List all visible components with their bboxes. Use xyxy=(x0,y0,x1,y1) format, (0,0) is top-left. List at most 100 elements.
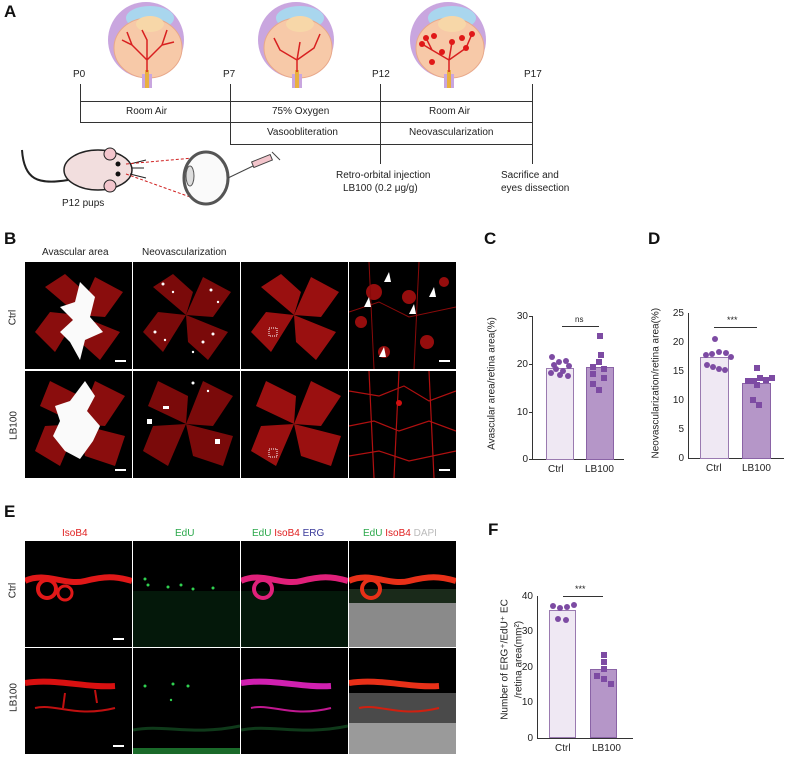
ytick-label: 20 xyxy=(516,359,528,370)
timeline-tick-p0 xyxy=(80,84,81,122)
timeline-tick-p12 xyxy=(380,84,381,164)
data-point xyxy=(566,363,572,369)
data-point xyxy=(601,659,607,665)
x-axis xyxy=(537,738,633,739)
data-point xyxy=(565,373,571,379)
ytick-label: 30 xyxy=(521,626,533,637)
image-ctrl-neovascularization xyxy=(133,262,240,369)
eye-illustration-p12 xyxy=(410,2,486,88)
ytick-label: 10 xyxy=(672,395,684,406)
scale-bar xyxy=(113,638,124,640)
data-point xyxy=(716,366,722,372)
bar-ctrl xyxy=(549,610,576,738)
ytick-label: 15 xyxy=(672,366,684,377)
data-point xyxy=(571,602,577,608)
sacrifice-label-line2: eyes dissection xyxy=(501,183,570,194)
data-point xyxy=(598,352,604,358)
data-point xyxy=(601,652,607,658)
sacrifice-label-line1: Sacrifice and xyxy=(501,170,559,181)
xtick-ctrl: Ctrl xyxy=(706,463,722,474)
data-point xyxy=(601,666,607,672)
mouse-label: P12 pups xyxy=(62,198,105,209)
data-point xyxy=(563,358,569,364)
data-point xyxy=(548,370,554,376)
x-axis xyxy=(532,459,624,460)
data-point xyxy=(754,365,760,371)
ytick-label: 20 xyxy=(521,662,533,673)
xtick-ctrl: Ctrl xyxy=(555,743,571,754)
bar-ctrl xyxy=(546,368,574,460)
ytick-label: 5 xyxy=(678,424,684,435)
row-label-ctrl: Ctrl xyxy=(7,309,19,326)
x-axis xyxy=(688,458,784,459)
timeline-mid-line xyxy=(80,122,532,123)
col-header-merge-dapi: EdU IsoB4 DAPI xyxy=(363,528,437,539)
chart-f-ylabel-line1: Number of ERG⁺/EdU⁺ EC xyxy=(499,599,511,720)
ytick-label: 25 xyxy=(672,308,684,319)
bar-lb100 xyxy=(742,383,771,459)
y-axis xyxy=(688,313,689,459)
image-ctrl-avascular xyxy=(25,262,132,369)
ytick-label: 40 xyxy=(521,591,533,602)
data-point xyxy=(728,354,734,360)
data-point xyxy=(703,352,709,358)
image-ctrl-merge-dapi xyxy=(349,541,456,647)
data-point xyxy=(590,371,596,377)
scale-bar xyxy=(115,360,126,362)
phase-vasoobliteration: Vasoobliteration xyxy=(267,127,338,138)
data-point xyxy=(590,364,596,370)
data-point xyxy=(550,603,556,609)
data-point xyxy=(560,368,566,374)
data-point xyxy=(596,387,602,393)
data-point xyxy=(551,362,557,368)
timepoint-p17: P17 xyxy=(524,69,542,80)
data-point xyxy=(590,381,596,387)
data-point xyxy=(712,336,718,342)
data-point xyxy=(723,350,729,356)
ytick xyxy=(529,364,533,365)
data-point xyxy=(750,397,756,403)
ytick-label: 10 xyxy=(516,407,528,418)
timepoint-p12: P12 xyxy=(372,69,390,80)
significance-line xyxy=(714,327,757,328)
ytick xyxy=(529,316,533,317)
scale-bar xyxy=(115,469,126,471)
data-point xyxy=(763,377,769,383)
data-point xyxy=(769,375,775,381)
xtick-ctrl: Ctrl xyxy=(548,464,564,475)
panel-label-e: E xyxy=(4,502,16,521)
panel-label-c: C xyxy=(484,229,497,248)
scale-bar xyxy=(113,745,124,747)
panel-label-f: F xyxy=(488,520,499,539)
data-point xyxy=(597,333,603,339)
condition-room-air-2: Room Air xyxy=(429,106,471,117)
image-lb100-merge-dapi xyxy=(349,648,456,754)
data-point xyxy=(557,605,563,611)
image-lb100-edu xyxy=(133,648,240,754)
eye-illustration-p0 xyxy=(108,2,184,88)
image-lb100-avascular xyxy=(25,371,132,478)
xtick-lb100: LB100 xyxy=(742,463,771,474)
image-lb100-zoom xyxy=(349,371,456,478)
condition-room-air-1: Room Air xyxy=(126,106,168,117)
ytick-label: 0 xyxy=(678,453,684,464)
panel-label-b: B xyxy=(4,229,17,248)
col-header-avascular: Avascular area xyxy=(42,247,109,258)
injection-label-line2: LB100 (0.2 μg/g) xyxy=(343,183,418,194)
timepoint-p7: P7 xyxy=(223,69,236,80)
y-axis xyxy=(537,596,538,739)
image-ctrl-edu xyxy=(133,541,240,647)
data-point xyxy=(710,364,716,370)
data-point xyxy=(754,382,760,388)
data-point xyxy=(553,366,559,372)
scale-bar xyxy=(439,360,450,362)
scale-bar xyxy=(439,469,450,471)
data-point xyxy=(704,362,710,368)
col-header-isob4: IsoB4 xyxy=(62,528,88,539)
eye-illustration-p7 xyxy=(258,2,334,88)
ytick-label: 10 xyxy=(521,697,533,708)
data-point xyxy=(601,375,607,381)
xtick-lb100: LB100 xyxy=(585,464,614,475)
timepoint-p0: P0 xyxy=(73,69,86,80)
col-header-edu: EdU xyxy=(175,528,195,539)
